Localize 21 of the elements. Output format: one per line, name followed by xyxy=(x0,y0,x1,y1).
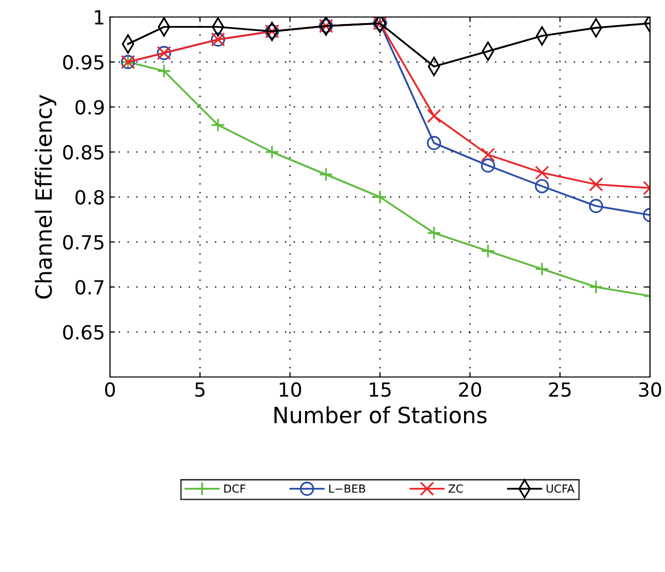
y-tick-label: 0.65 xyxy=(63,324,104,340)
legend-label: DCF xyxy=(224,484,246,493)
y-axis-title: Channel Efficiency xyxy=(34,94,56,299)
x-tick-label: 10 xyxy=(280,382,302,397)
y-tick-label: 0.7 xyxy=(76,280,104,295)
y-tick-label: 1 xyxy=(94,10,104,24)
legend-label: ZC xyxy=(448,484,463,493)
x-tick-label: 30 xyxy=(639,382,662,397)
y-tick-label: 0.95 xyxy=(63,54,104,70)
y-tick-label: 0.85 xyxy=(63,144,104,160)
x-axis-title: Number of Stations xyxy=(274,406,487,424)
x-tick-label: 25 xyxy=(549,382,571,397)
x-tick-label: 5 xyxy=(195,382,204,397)
x-tick-label: 15 xyxy=(370,382,391,397)
x-tick-label: 20 xyxy=(459,382,482,397)
y-tick-label: 0.8 xyxy=(76,190,104,205)
x-tick-label: 0 xyxy=(105,382,115,397)
legend-label: L−BEB xyxy=(329,484,366,493)
y-tick-label: 0.9 xyxy=(76,100,104,115)
legend-label: UCFA xyxy=(546,484,574,493)
y-tick-label: 0.75 xyxy=(63,234,104,250)
